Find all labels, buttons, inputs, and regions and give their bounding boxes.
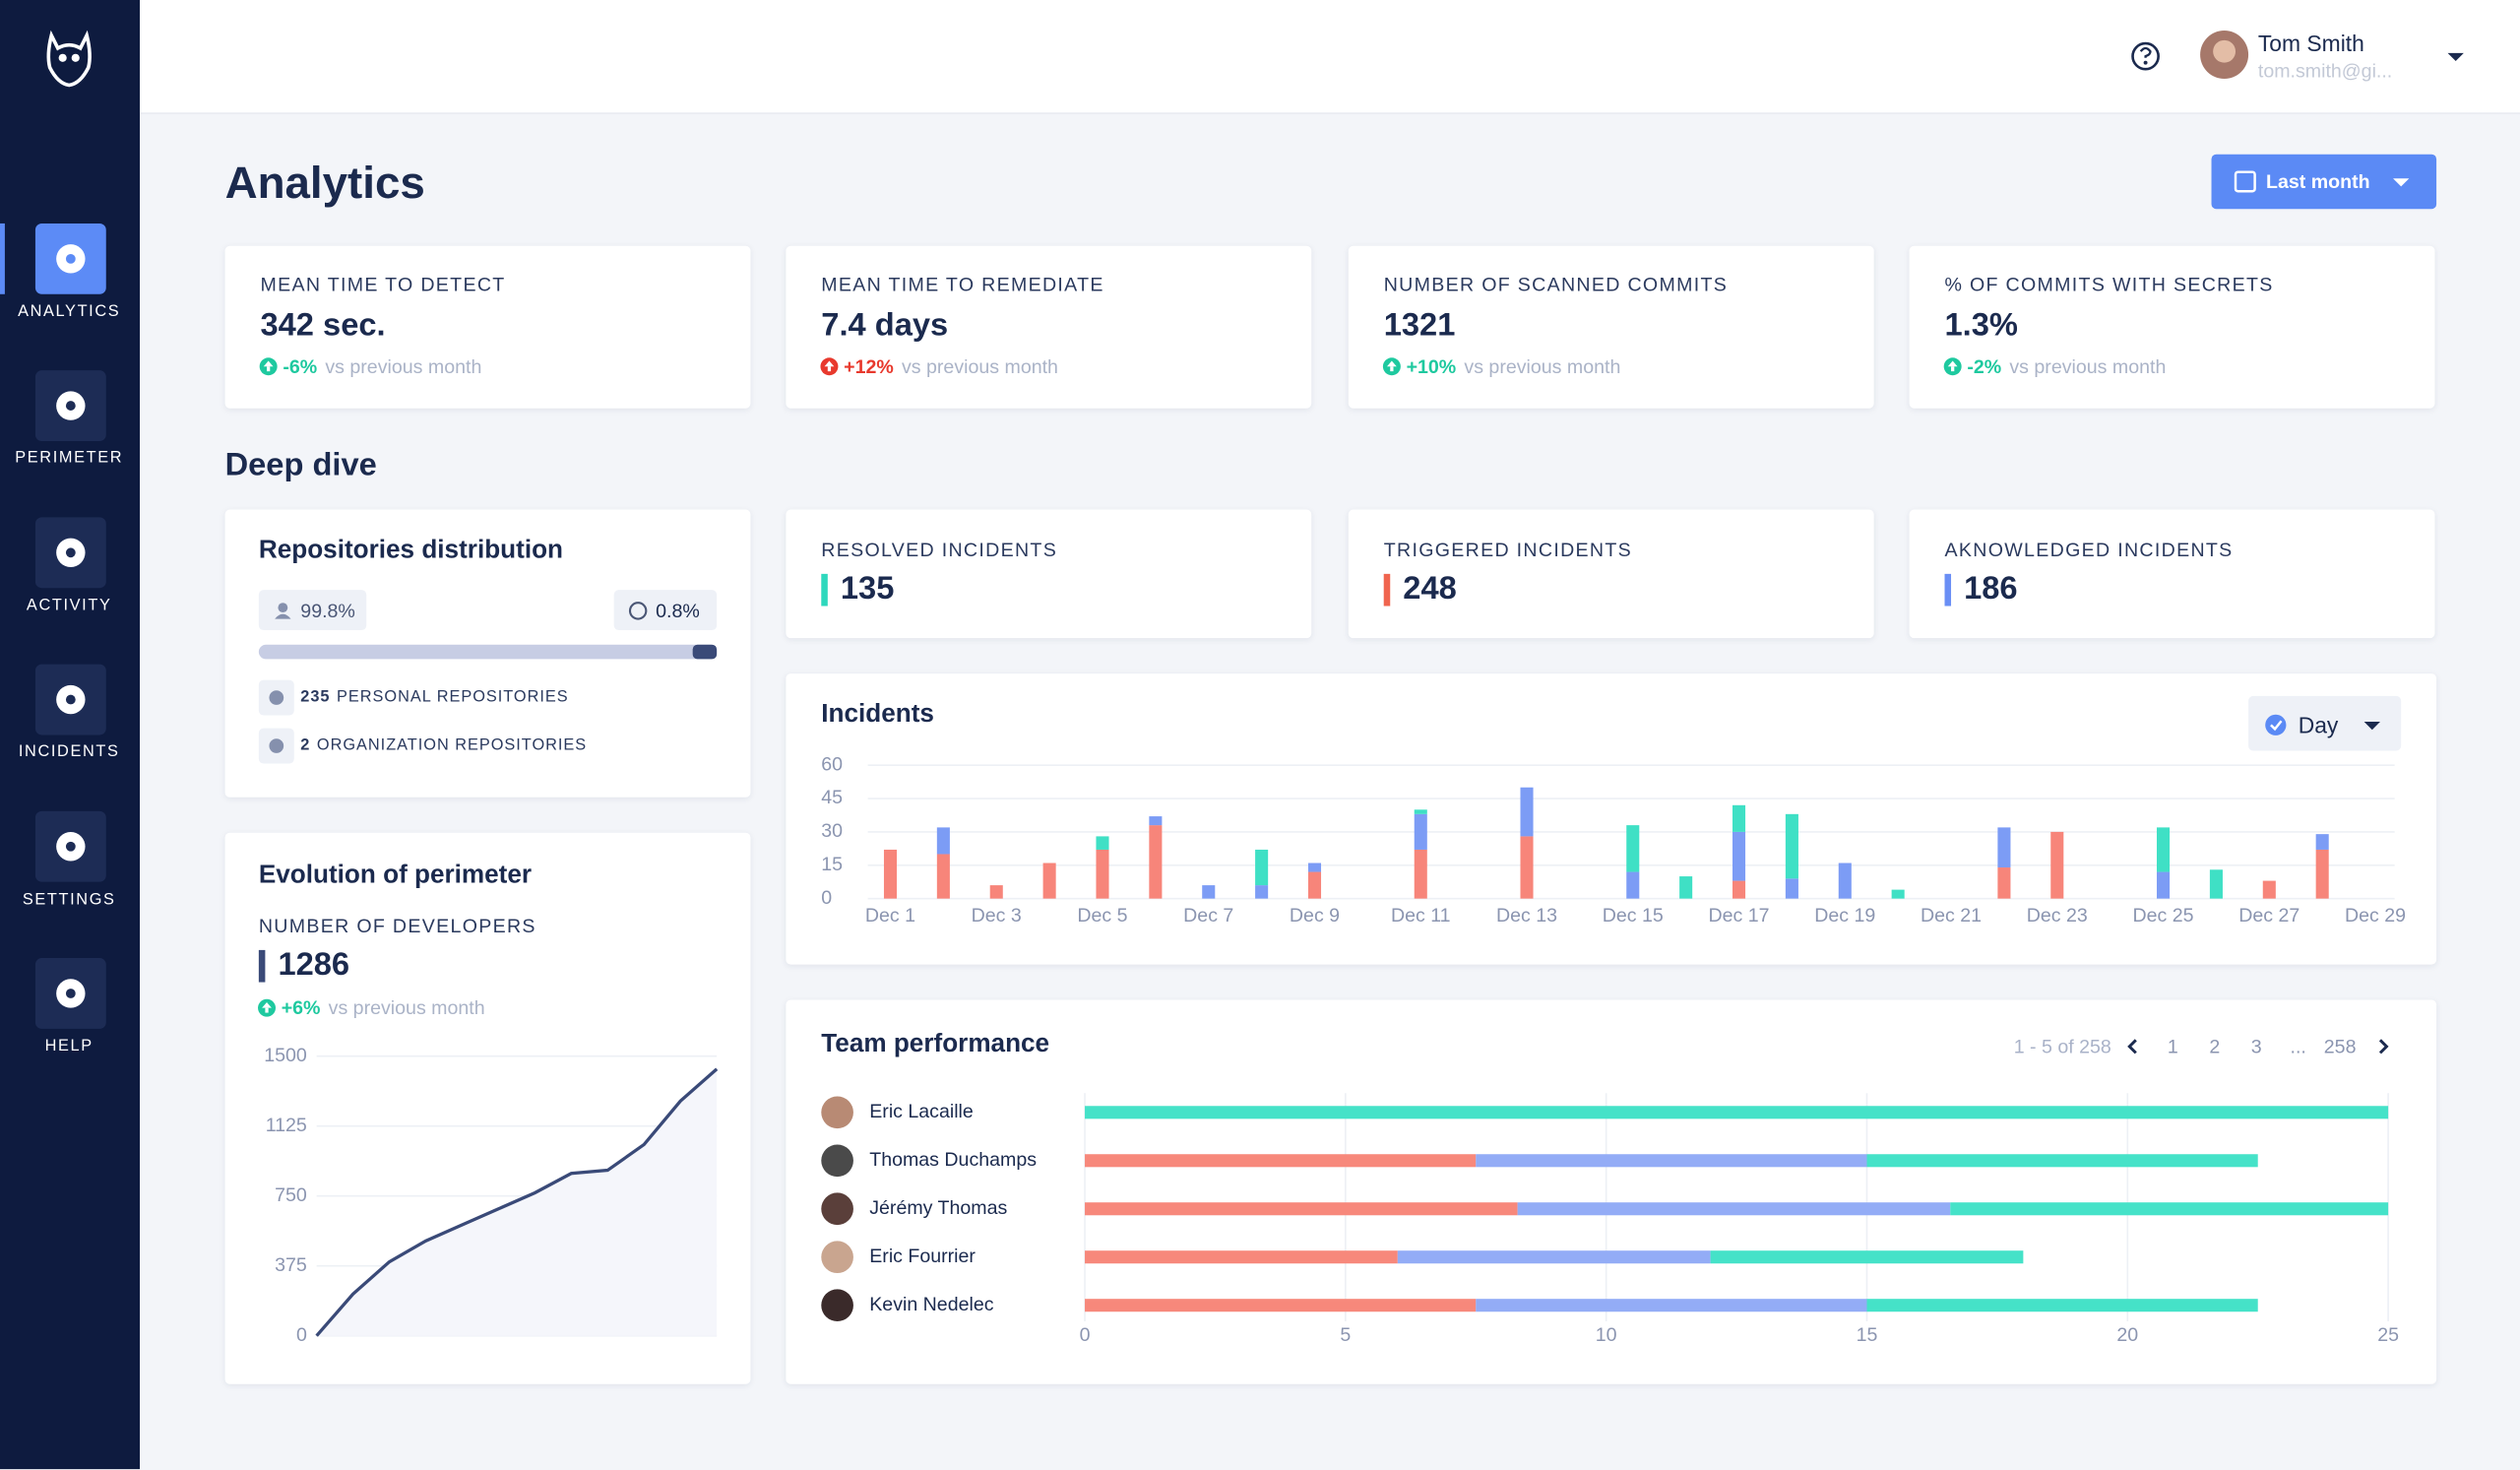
metric-value: 1286 — [278, 947, 350, 984]
incidents-card — [786, 673, 2437, 965]
count-value: 135 — [840, 571, 895, 607]
top-bar — [140, 0, 2520, 114]
change-note: vs previous month — [1464, 354, 1621, 378]
change-row: +12% vs previous month — [844, 355, 1058, 378]
page-link[interactable]: 3 — [2250, 1035, 2262, 1058]
incident-count-card — [786, 509, 1312, 639]
change-row: +6% vs previous month — [282, 996, 485, 1019]
kpi-card — [786, 245, 1312, 409]
user-email: tom.smith@gi... — [2257, 59, 2393, 83]
share-value: 0.8% — [656, 599, 700, 622]
change-note: vs previous month — [2009, 354, 2167, 378]
nav-label[interactable]: PERIMETER — [15, 449, 124, 468]
change-row: -2% vs previous month — [1967, 355, 2166, 378]
card-title: Team performance — [821, 1030, 1050, 1058]
change-value: +6% — [281, 996, 321, 1020]
change-row: +10% vs previous month — [1407, 355, 1621, 378]
kpi-value: 342 sec. — [260, 307, 386, 344]
section-title: Deep dive — [224, 447, 377, 483]
page-link[interactable]: 1 — [2167, 1035, 2178, 1058]
pagination-range: 1 - 5 of 258 — [2013, 1035, 2111, 1058]
team-card — [786, 999, 2437, 1384]
repo-count-row: 235 PERSONAL REPOSITORIES — [300, 689, 568, 707]
sidebar — [0, 0, 141, 1470]
kpi-label: MEAN TIME TO REMEDIATE — [821, 273, 1104, 296]
repo-label: ORGANIZATION REPOSITORIES — [316, 736, 588, 755]
kpi-card — [1909, 245, 2435, 409]
incident-count-card — [1348, 509, 1874, 639]
kpi-card — [224, 245, 751, 409]
kpi-value: 7.4 days — [821, 307, 949, 344]
page-link[interactable]: 2 — [2209, 1035, 2221, 1058]
change-note: vs previous month — [325, 354, 482, 378]
period-label[interactable]: Last month — [2266, 170, 2370, 193]
kpi-value: 1.3% — [1944, 307, 2018, 344]
nav-label[interactable]: HELP — [44, 1037, 94, 1055]
card-title: Incidents — [821, 700, 934, 729]
card-title: Evolution of perimeter — [258, 862, 533, 889]
change-value: +10% — [1406, 354, 1457, 378]
nav-label[interactable]: ACTIVITY — [26, 597, 112, 615]
change-value: -6% — [283, 354, 318, 378]
count-value: 186 — [1964, 571, 2018, 607]
repo-label: PERSONAL REPOSITORIES — [337, 688, 569, 707]
change-note: vs previous month — [901, 354, 1058, 378]
share-badge — [258, 590, 367, 630]
count-label: TRIGGERED INCIDENTS — [1383, 538, 1633, 561]
metric-label: NUMBER OF DEVELOPERS — [258, 914, 536, 937]
repo-count: 2 — [300, 736, 311, 755]
page-link[interactable]: ... — [2290, 1035, 2306, 1058]
filter-label[interactable]: Day — [2298, 712, 2339, 738]
kpi-card — [1348, 245, 1874, 409]
nav-label[interactable]: ANALYTICS — [18, 302, 121, 321]
change-value: -2% — [1967, 354, 2002, 378]
repo-count: 235 — [300, 688, 331, 707]
incident-count-card — [1909, 509, 2435, 639]
change-value: +12% — [844, 354, 894, 378]
kpi-value: 1321 — [1383, 307, 1456, 344]
change-row: -6% vs previous month — [283, 355, 481, 378]
count-label: AKNOWLEDGED INCIDENTS — [1944, 538, 2234, 561]
change-note: vs previous month — [328, 996, 485, 1020]
share-value: 99.8% — [300, 599, 355, 622]
page-title: Analytics — [224, 157, 425, 208]
repo-count-row: 2 ORGANIZATION REPOSITORIES — [300, 737, 587, 755]
page-link[interactable]: 258 — [2323, 1035, 2357, 1058]
kpi-label: MEAN TIME TO DETECT — [260, 273, 506, 296]
kpi-label: % OF COMMITS WITH SECRETS — [1944, 273, 2274, 296]
card-title: Repositories distribution — [258, 537, 563, 565]
count-value: 248 — [1403, 571, 1457, 607]
user-name[interactable]: Tom Smith — [2257, 31, 2364, 57]
nav-label[interactable]: INCIDENTS — [18, 743, 120, 762]
kpi-label: NUMBER OF SCANNED COMMITS — [1383, 273, 1729, 296]
count-label: RESOLVED INCIDENTS — [821, 538, 1058, 561]
nav-label[interactable]: SETTINGS — [22, 890, 116, 909]
